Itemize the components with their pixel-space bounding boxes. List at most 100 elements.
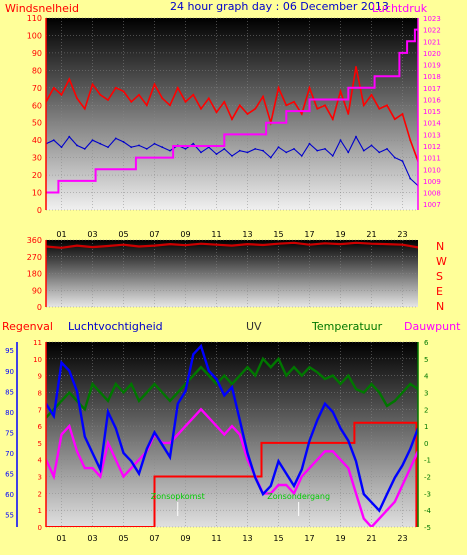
wind-speed-point [223, 100, 226, 103]
wind-speed-point [339, 90, 342, 93]
pressure-line [46, 28, 418, 194]
wind-x-tick-label: 17 [304, 230, 314, 239]
pressure-point [398, 52, 401, 54]
wind-speed-point [145, 104, 148, 107]
rain-tick-label: 1 [38, 507, 42, 515]
wind-average-point [254, 148, 257, 150]
wind-average-point [153, 142, 156, 145]
pressure-tick-label: 1010 [423, 166, 441, 174]
wind-average-point [68, 135, 71, 138]
rain-point [153, 526, 156, 527]
temperature-point [169, 399, 171, 402]
dewpoint-point [122, 475, 125, 478]
dewpoint-point [231, 425, 233, 427]
wind-speed-point [215, 111, 218, 114]
humidity-point [231, 386, 233, 389]
temperature-tick-label: 3 [424, 389, 428, 397]
temperature-point [401, 391, 404, 394]
humidity-point [130, 460, 133, 463]
temperature-label: Temperatuur [311, 320, 383, 333]
humidity-tick-label: 95 [5, 347, 14, 355]
temperature-point [114, 383, 117, 385]
chart-title: 24 hour graph day : 06 December 2013 [170, 0, 389, 13]
wind-average-point [324, 148, 326, 150]
wind-speed-point [246, 113, 249, 115]
wind-left-axis: 0 10 20 30 40 50 60 70 80 90 100 110 [27, 14, 42, 215]
temperature-point [153, 383, 156, 385]
humidity-point [91, 452, 94, 454]
dewpoint-point [223, 433, 226, 436]
dewpoint-point [246, 458, 249, 461]
wind-direction-point [231, 244, 233, 247]
wind-average-point [355, 135, 357, 138]
pressure-point [265, 133, 267, 136]
temperature-point [138, 399, 140, 402]
rain-tick-label: 9 [38, 373, 42, 381]
wind-speed-point [60, 93, 63, 96]
wind-speed-point [347, 113, 350, 115]
wind-direction-point [200, 242, 202, 245]
temperature-tick-label: 0 [424, 440, 428, 448]
humidity-point [316, 419, 319, 422]
temperature-point [246, 366, 249, 369]
climate-x-tick-label: 01 [56, 534, 66, 543]
temperature-point [386, 405, 388, 407]
pressure-point [223, 133, 226, 136]
dewpoint-point [169, 442, 171, 444]
climate-grid [46, 341, 418, 528]
rain-axis: 0 1 2 3 4 5 6 7 8 9 10 11 [33, 339, 42, 532]
humidity-point [386, 493, 388, 496]
temperature-tick-label: -1 [424, 457, 431, 465]
compass-label: W [436, 255, 447, 268]
sunset-label: Zonsondergang [267, 492, 330, 501]
wind-speed-point [254, 107, 257, 110]
temperature-point [409, 383, 412, 385]
pressure-point [223, 145, 226, 147]
climate-x-tick-label: 19 [335, 534, 345, 543]
wind-average-point [401, 160, 404, 163]
wind-direction-point [169, 243, 171, 245]
pressure-point [94, 168, 97, 171]
wind-average-point [83, 148, 86, 150]
rain-point [260, 442, 263, 444]
rain-tick-label: 5 [38, 440, 42, 448]
climate-x-axis: 01 03 05 07 09 11 13 15 17 19 21 23 [56, 534, 407, 543]
wind-tick-label: 0 [37, 206, 42, 215]
temperature-point [99, 391, 102, 394]
wind-x-tick-label: 13 [242, 230, 252, 239]
humidity-tick-label: 90 [5, 368, 14, 376]
temperature-point [324, 378, 326, 380]
humidity-point [138, 472, 140, 475]
humidity-tick-label: 80 [5, 409, 14, 417]
rain-tick-label: 10 [33, 356, 42, 364]
dewpoint-point [215, 425, 218, 427]
wind-average-point [238, 149, 241, 152]
wind-average-point [130, 146, 133, 149]
dewpoint-point [370, 526, 373, 527]
uv-label: UV [246, 320, 262, 333]
wind-speed-point [76, 97, 78, 100]
temperature-point [176, 391, 179, 394]
pressure-point [347, 98, 350, 101]
wind-average-point [107, 146, 109, 149]
wind-x-tick-label: 09 [180, 230, 190, 239]
pressure-tick-label: 1020 [423, 50, 441, 58]
rain-tick-label: 3 [38, 474, 42, 482]
wind-speed-point [192, 93, 195, 96]
wind-average-point [277, 146, 280, 149]
dewpoint-point [362, 517, 365, 520]
climate-x-tick-label: 03 [87, 534, 97, 543]
rain-tick-label: 6 [38, 423, 43, 431]
climate-x-tick-label: 05 [118, 534, 128, 543]
compass-label: E [436, 285, 443, 298]
dewpoint-point [207, 416, 210, 419]
wind-x-tick-label: 05 [118, 230, 128, 239]
humidity-point [409, 447, 412, 450]
wind-x-tick-label: 15 [273, 230, 283, 239]
humidity-point [401, 464, 404, 467]
wind-direction-point [308, 243, 311, 246]
humidity-point [285, 472, 288, 475]
rain-tick-label: 4 [38, 457, 43, 465]
pressure-tick-label: 1012 [423, 143, 441, 151]
